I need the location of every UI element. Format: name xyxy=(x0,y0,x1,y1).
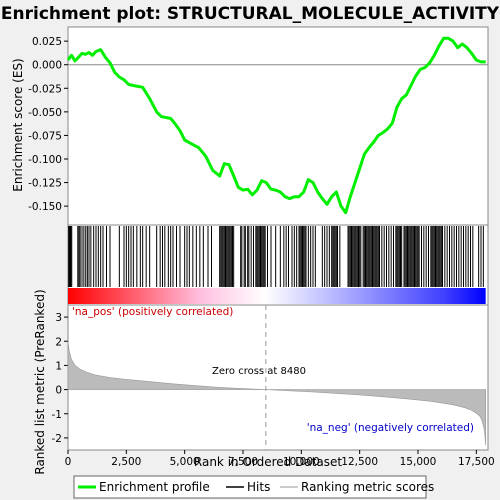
pos-label: 'na_pos' (positively correlated) xyxy=(72,306,233,318)
ranking-metric-area xyxy=(67,341,486,446)
neg-label: 'na_neg' (negatively correlated) xyxy=(307,422,474,434)
x-tick-label: 17,500 xyxy=(458,456,495,468)
es-layer: 0.025 0.000 -0.025 -0.050 -0.075 -0.100 -0.125… xyxy=(28,36,488,215)
x-tick-label: 7,500 xyxy=(228,456,258,468)
es-tick-label: -0.100 xyxy=(28,154,62,166)
metric-layer: 3 2 1 0 -1 -2 xyxy=(52,305,486,450)
es-tick-label: -0.150 xyxy=(28,201,62,213)
es-panel xyxy=(67,26,489,226)
es-axis-label: Enrichment score (ES) xyxy=(11,58,25,191)
x-tick-label: 5,000 xyxy=(170,456,200,468)
metric-panel xyxy=(67,304,489,451)
enrichment-profile-line xyxy=(66,36,486,215)
legend-box xyxy=(73,475,427,499)
hits-layer xyxy=(68,226,486,304)
es-tick-label: -0.025 xyxy=(28,83,62,95)
es-tick-label: 0.025 xyxy=(32,36,62,48)
metric-tick-label: 2 xyxy=(55,336,62,348)
es-tick-label: -0.050 xyxy=(28,107,62,119)
x-axis: 0 2,500 5,000 7,500 10,000 12,500 15,000 17,500 xyxy=(65,450,495,468)
metric-tick-label: 1 xyxy=(55,360,62,372)
legend: Enrichment profile Hits Ranking metric s… xyxy=(73,475,434,499)
legend-label-enrichment: Enrichment profile xyxy=(99,480,210,494)
es-tick-label: -0.125 xyxy=(28,178,62,190)
legend-label-metric: Ranking metric scores xyxy=(301,480,434,494)
x-tick-label: 0 xyxy=(65,456,72,468)
metric-tick-label: 0 xyxy=(55,385,62,397)
x-tick-label: 2,500 xyxy=(111,456,141,468)
legend-label-hits: Hits xyxy=(247,480,270,494)
x-tick-label: 15,000 xyxy=(400,456,437,468)
chart-title: Enrichment plot: STRUCTURAL_MOLECULE_ACT… xyxy=(1,4,500,24)
zero-cross-label: Zero cross at 8480 xyxy=(212,366,306,377)
x-tick-label: 10,000 xyxy=(283,456,320,468)
x-tick-label: 12,500 xyxy=(341,456,378,468)
metric-tick-label: 3 xyxy=(55,312,62,324)
metric-tick-label: -2 xyxy=(52,433,62,445)
x-axis-label: Rank in Ordered Dataset xyxy=(194,455,342,469)
ranking-color-bar xyxy=(68,288,486,304)
metric-axis-label: Ranked list metric (PreRanked) xyxy=(33,289,47,474)
es-tick-label: -0.075 xyxy=(28,130,62,142)
metric-tick-label: -1 xyxy=(52,409,62,421)
es-tick-label: 0.000 xyxy=(32,60,62,72)
